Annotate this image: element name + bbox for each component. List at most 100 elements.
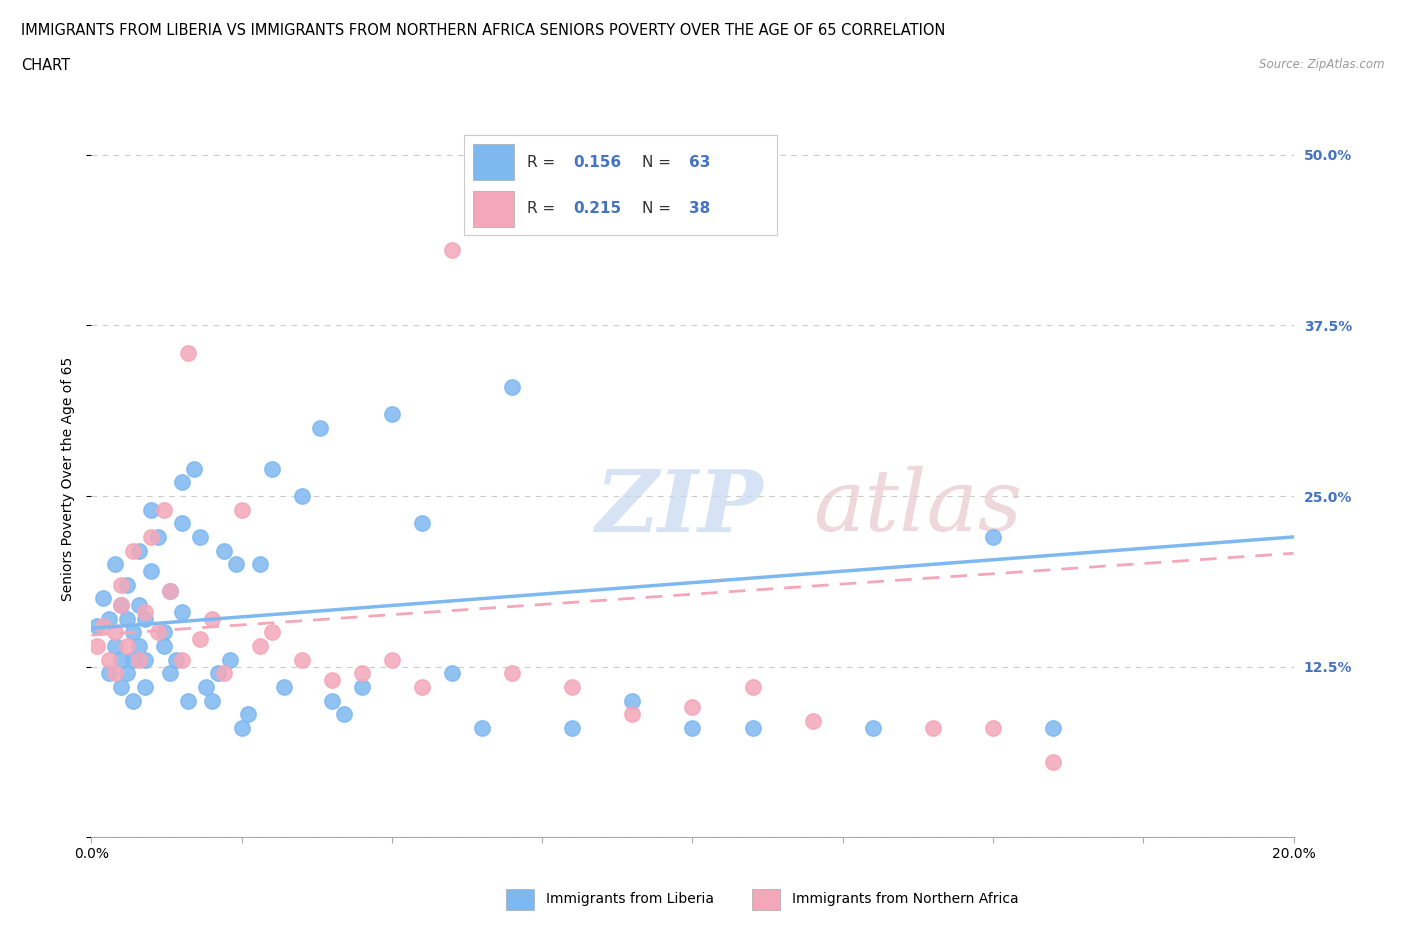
Point xyxy=(207,666,229,681)
FancyBboxPatch shape xyxy=(474,144,515,180)
Text: ZIP: ZIP xyxy=(596,466,763,550)
Point xyxy=(110,598,132,613)
Text: 63: 63 xyxy=(689,154,710,170)
Point xyxy=(117,578,139,592)
Point xyxy=(411,680,433,695)
Point xyxy=(561,680,583,695)
Text: Source: ZipAtlas.com: Source: ZipAtlas.com xyxy=(1260,58,1385,71)
Point xyxy=(249,557,271,572)
Point xyxy=(159,584,181,599)
Point xyxy=(440,666,463,681)
Point xyxy=(471,721,494,736)
Point xyxy=(170,652,193,667)
Point xyxy=(501,666,523,681)
Point xyxy=(122,693,145,708)
Point xyxy=(128,652,150,667)
Point xyxy=(308,420,330,435)
Point xyxy=(801,713,824,728)
Point xyxy=(225,557,247,572)
Point xyxy=(236,707,259,722)
Point xyxy=(381,406,404,421)
Point xyxy=(134,652,156,667)
Point xyxy=(159,666,181,681)
Point xyxy=(176,693,198,708)
Point xyxy=(146,625,169,640)
Point xyxy=(141,529,163,544)
Point xyxy=(165,652,187,667)
Point xyxy=(141,502,163,517)
Point xyxy=(128,639,150,654)
Point xyxy=(134,680,156,695)
Point xyxy=(501,379,523,394)
Point xyxy=(201,611,224,626)
Point xyxy=(212,543,235,558)
Point xyxy=(231,721,253,736)
Point xyxy=(1042,754,1064,769)
Point xyxy=(117,611,139,626)
Point xyxy=(862,721,884,736)
Text: N =: N = xyxy=(643,201,676,216)
Point xyxy=(170,604,193,619)
Point xyxy=(98,652,121,667)
Point xyxy=(152,502,174,517)
Point xyxy=(122,652,145,667)
Text: Immigrants from Liberia: Immigrants from Liberia xyxy=(546,892,713,907)
Point xyxy=(86,639,108,654)
Point xyxy=(681,700,703,715)
Point xyxy=(621,693,644,708)
Text: 0.156: 0.156 xyxy=(574,154,621,170)
Y-axis label: Seniors Poverty Over the Age of 65: Seniors Poverty Over the Age of 65 xyxy=(60,357,75,601)
Point xyxy=(134,604,156,619)
Point xyxy=(321,693,343,708)
Point xyxy=(922,721,945,736)
Point xyxy=(411,516,433,531)
Point xyxy=(141,564,163,578)
Point xyxy=(681,721,703,736)
Point xyxy=(110,680,132,695)
Point xyxy=(741,680,763,695)
Point xyxy=(86,618,108,633)
Point xyxy=(183,461,205,476)
Point xyxy=(188,529,211,544)
Point xyxy=(981,721,1004,736)
Point xyxy=(212,666,235,681)
Point xyxy=(93,618,115,633)
Point xyxy=(333,707,356,722)
Point xyxy=(104,639,127,654)
Text: R =: R = xyxy=(527,154,560,170)
FancyBboxPatch shape xyxy=(474,192,515,228)
Text: N =: N = xyxy=(643,154,676,170)
Point xyxy=(110,652,132,667)
Point xyxy=(93,591,115,605)
Point xyxy=(741,721,763,736)
Point xyxy=(201,693,224,708)
Point xyxy=(128,543,150,558)
Text: 0.215: 0.215 xyxy=(574,201,621,216)
Point xyxy=(1042,721,1064,736)
Point xyxy=(350,666,373,681)
Point xyxy=(321,672,343,687)
Point xyxy=(159,584,181,599)
Point xyxy=(117,666,139,681)
Point xyxy=(291,652,314,667)
Point xyxy=(104,625,127,640)
Point xyxy=(146,529,169,544)
Point xyxy=(176,345,198,360)
Point xyxy=(122,625,145,640)
Point xyxy=(561,721,583,736)
Point xyxy=(231,502,253,517)
Point xyxy=(381,652,404,667)
Text: Immigrants from Northern Africa: Immigrants from Northern Africa xyxy=(792,892,1018,907)
Text: IMMIGRANTS FROM LIBERIA VS IMMIGRANTS FROM NORTHERN AFRICA SENIORS POVERTY OVER : IMMIGRANTS FROM LIBERIA VS IMMIGRANTS FR… xyxy=(21,23,945,38)
Point xyxy=(291,488,314,503)
Point xyxy=(350,680,373,695)
Point xyxy=(249,639,271,654)
Text: 38: 38 xyxy=(689,201,710,216)
Point xyxy=(134,611,156,626)
Point xyxy=(218,652,240,667)
Point xyxy=(440,243,463,258)
Point xyxy=(621,707,644,722)
Text: CHART: CHART xyxy=(21,58,70,73)
Point xyxy=(122,543,145,558)
Point xyxy=(194,680,217,695)
